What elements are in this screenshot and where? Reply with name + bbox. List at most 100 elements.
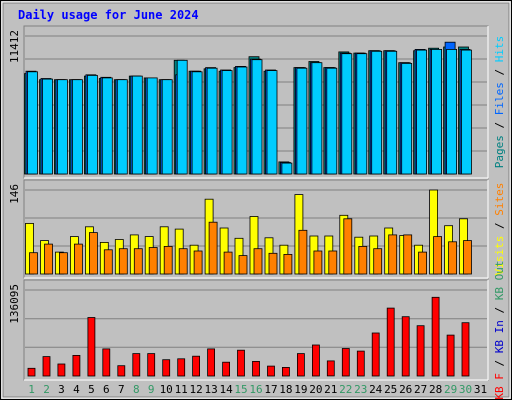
x-tick-label-day-9: 9 xyxy=(148,383,155,396)
top-bar-hits-day-11 xyxy=(176,59,188,175)
bottom-legend: KB F / KB In / KB Out xyxy=(493,260,506,399)
top-legend-separator: / xyxy=(493,115,506,135)
x-tick-label-day-26: 26 xyxy=(399,383,412,396)
x-tick-label-day-30: 30 xyxy=(459,383,472,396)
top-bar-hits-day-21 xyxy=(326,67,338,175)
middle-bar-sites-day-16 xyxy=(253,248,263,275)
bottom-bar-kb-f-day-16 xyxy=(252,360,260,377)
middle-bar-sites-day-8 xyxy=(133,248,143,275)
middle-bar-sites-day-7 xyxy=(118,248,128,275)
middle-legend-sites: Sites xyxy=(493,183,506,216)
middle-legend: Visits / Sites xyxy=(493,183,506,276)
bottom-bar-kb-f-day-12 xyxy=(192,355,201,377)
x-tick-label-day-20: 20 xyxy=(309,383,322,396)
bottom-bar-kb-f-day-10 xyxy=(162,359,171,377)
bottom-legend-kb-f: KB F xyxy=(493,373,506,400)
middle-bar-sites-day-11 xyxy=(178,248,188,275)
top-panel xyxy=(23,25,489,179)
middle-bar-sites-day-29 xyxy=(448,241,458,275)
top-bar-hits-day-30 xyxy=(461,49,472,175)
x-tick-label-day-21: 21 xyxy=(324,383,337,396)
bottom-legend-kb-in: KB In xyxy=(493,320,506,353)
x-tick-label-day-22: 22 xyxy=(339,383,352,396)
bottom-bar-kb-f-day-26 xyxy=(401,316,410,377)
middle-bar-sites-day-19 xyxy=(298,229,308,275)
top-bar-hits-day-24 xyxy=(371,50,383,175)
bottom-bar-kb-f-day-27 xyxy=(416,325,425,377)
bottom-bar-kb-f-day-30 xyxy=(461,322,470,377)
top-bar-hits-day-19 xyxy=(296,67,308,175)
top-bar-hits-day-22 xyxy=(341,53,353,175)
x-tick-label-day-7: 7 xyxy=(118,383,125,396)
top-bar-hits-day-4 xyxy=(72,79,83,175)
x-tick-label-day-28: 28 xyxy=(429,383,442,396)
x-tick-label-day-4: 4 xyxy=(73,383,80,396)
top-bar-hits-day-25 xyxy=(386,50,398,175)
x-tick-label-day-24: 24 xyxy=(369,383,383,396)
top-bar-hits-day-7 xyxy=(116,79,128,175)
top-bar-hits-day-27 xyxy=(416,49,428,175)
x-tick-label-day-1: 1 xyxy=(28,383,35,396)
bottom-legend-separator: / xyxy=(493,353,506,373)
top-legend: Pages / Files / Hits xyxy=(493,36,506,169)
middle-bar-sites-day-6 xyxy=(103,249,113,275)
top-bar-hits-day-15 xyxy=(236,66,248,175)
bottom-bar-kb-f-day-9 xyxy=(147,353,156,377)
top-legend-pages: Pages xyxy=(493,135,506,168)
bottom-bar-kb-f-day-1 xyxy=(27,367,36,377)
bottom-bar-kb-f-day-8 xyxy=(132,353,141,377)
middle-bar-sites-day-20 xyxy=(313,250,323,275)
bottom-bar-kb-f-day-28 xyxy=(431,296,440,377)
x-tick-label-day-11: 11 xyxy=(175,383,188,396)
bottom-bar-kb-f-day-2 xyxy=(42,356,51,377)
middle-bar-sites-day-10 xyxy=(163,245,173,275)
x-tick-label-day-15: 15 xyxy=(234,383,247,396)
middle-bar-sites-day-4 xyxy=(74,243,83,275)
top-bar-hits-day-29 xyxy=(446,49,458,175)
bottom-panel xyxy=(23,279,489,381)
top-bar-hits-day-17 xyxy=(266,70,278,175)
bottom-bar-kb-f-day-15 xyxy=(237,349,245,377)
x-tick-label-day-12: 12 xyxy=(189,383,202,396)
middle-panel xyxy=(23,179,489,279)
bottom-legend-separator: / xyxy=(493,300,506,320)
bottom-bar-kb-f-day-18 xyxy=(281,366,290,377)
bottom-bar-kb-f-day-23 xyxy=(356,350,365,377)
x-tick-label-day-19: 19 xyxy=(294,383,307,396)
x-tick-label-day-17: 17 xyxy=(264,383,277,396)
bottom-bar-kb-f-day-5 xyxy=(87,317,96,377)
middle-bar-sites-day-9 xyxy=(148,247,158,275)
x-tick-label-day-5: 5 xyxy=(88,383,95,396)
bottom-max-label: 136095 xyxy=(8,284,21,324)
x-tick-label-day-27: 27 xyxy=(414,383,427,396)
top-bar-hits-day-28 xyxy=(431,49,443,175)
top-bar-hits-day-23 xyxy=(356,53,368,175)
x-tick-label-day-14: 14 xyxy=(219,383,233,396)
x-tick-label-day-25: 25 xyxy=(384,383,397,396)
top-bar-hits-day-16 xyxy=(251,59,263,175)
top-bar-hits-day-20 xyxy=(311,62,323,175)
middle-bar-sites-day-13 xyxy=(208,221,218,275)
middle-bar-sites-day-22 xyxy=(343,218,353,275)
middle-bar-sites-day-1 xyxy=(29,252,38,275)
bottom-bar-kb-f-day-14 xyxy=(222,361,231,377)
bottom-bar-kb-f-day-24 xyxy=(371,332,380,377)
top-legend-hits: Hits xyxy=(493,36,506,63)
middle-bar-sites-day-2 xyxy=(44,243,53,275)
top-bar-hits-day-2 xyxy=(42,78,53,175)
middle-legend-visits: Visits xyxy=(493,236,506,276)
top-max-label: 11412 xyxy=(8,30,21,63)
x-axis-labels: 1 2 3 4 5 6 7 8 9 10 11 12 13 14 15 16 17 18 19 20 21 22 23 24 2… xyxy=(28,383,487,396)
x-tick-label-day-23: 23 xyxy=(354,383,367,396)
x-tick-label-day-3: 3 xyxy=(58,383,65,396)
top-bar-hits-day-3 xyxy=(57,79,68,175)
top-bar-hits-day-14 xyxy=(221,70,233,175)
top-bar-hits-day-12 xyxy=(191,71,203,175)
x-tick-label-day-16: 16 xyxy=(249,383,262,396)
middle-bar-sites-day-18 xyxy=(283,253,293,275)
middle-bar-sites-day-27 xyxy=(418,251,428,275)
